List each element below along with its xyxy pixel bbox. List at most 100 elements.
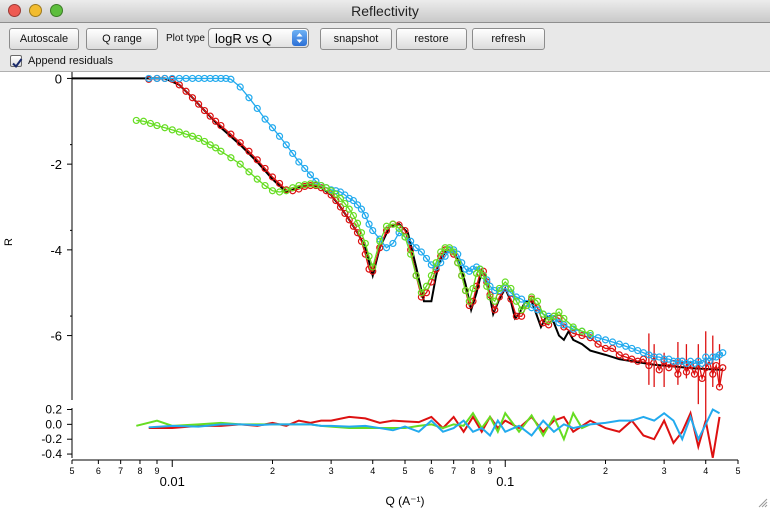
data-point <box>317 184 325 192</box>
x-minor-tick-label: 9 <box>154 466 159 476</box>
data-point <box>507 284 515 293</box>
x-minor-tick-label: 6 <box>429 466 434 476</box>
data-point <box>412 244 420 252</box>
data-point <box>327 191 335 199</box>
data-point <box>217 147 225 155</box>
data-point <box>501 278 509 286</box>
restore-button[interactable]: restore <box>396 28 467 50</box>
data-point <box>306 171 315 179</box>
data-point <box>669 357 678 365</box>
data-point <box>694 357 702 365</box>
y-tick-label: -6 <box>50 329 62 344</box>
data-point <box>217 121 225 130</box>
data-point <box>417 248 425 256</box>
zoom-window-icon[interactable] <box>50 4 63 17</box>
data-point <box>719 349 727 357</box>
data-point <box>472 269 481 278</box>
data-point <box>601 336 610 344</box>
data-point <box>261 115 269 123</box>
plot-type-value: logR vs Q <box>215 31 273 46</box>
y-axis-label: R <box>3 238 15 246</box>
data-point <box>365 252 373 260</box>
data-point <box>660 355 668 363</box>
data-point <box>153 121 161 130</box>
data-point <box>182 87 190 95</box>
data-point <box>401 233 409 241</box>
data-point <box>295 158 303 166</box>
data-point <box>361 239 369 248</box>
data-point <box>195 100 203 108</box>
data-point <box>289 149 297 158</box>
data-point <box>268 124 277 132</box>
data-point <box>465 297 473 305</box>
data-point <box>217 74 225 83</box>
data-point <box>523 299 531 308</box>
data-point <box>175 74 183 83</box>
data-point <box>369 263 377 271</box>
x-axis-label: Q (A⁻¹) <box>386 494 425 508</box>
data-point <box>146 119 155 128</box>
data-point <box>195 134 203 143</box>
append-residuals-checkbox[interactable] <box>10 55 23 69</box>
data-point <box>608 338 617 346</box>
window-title: Reflectivity <box>351 3 419 19</box>
toolbar: Autoscale Q range Plot type logR vs Q sn… <box>0 23 770 72</box>
data-point <box>690 359 699 368</box>
resize-grip-icon[interactable] <box>756 496 768 508</box>
data-point <box>357 229 366 237</box>
reflectivity-plot[interactable]: 0 -2 -4 -6 R 0.20.0-0.2-0.4 5 6 7 8 9 2 3 4 5 6 7 8 9 2 3 4 5… <box>0 72 770 510</box>
data-point <box>261 164 269 173</box>
data-point <box>312 181 320 189</box>
data-point <box>212 117 220 125</box>
x-minor-tick-label: 6 <box>96 466 101 476</box>
data-point <box>674 357 682 365</box>
x-minor-tick-label: 2 <box>603 466 608 476</box>
data-point <box>275 132 284 140</box>
data-point <box>345 194 353 203</box>
x-major-tick-label: 0.1 <box>496 474 514 489</box>
minimize-window-icon[interactable] <box>29 4 42 17</box>
data-point <box>545 321 553 329</box>
data-point <box>628 355 636 363</box>
data-point <box>686 357 695 365</box>
data-point <box>407 237 415 245</box>
data-point <box>268 173 277 181</box>
data-point <box>341 191 349 199</box>
plot-type-select[interactable]: logR vs Q <box>208 28 309 48</box>
data-series-line <box>148 77 724 365</box>
data-point <box>389 220 397 228</box>
data-point <box>206 112 214 120</box>
data-point <box>491 297 499 305</box>
data-point <box>495 284 503 293</box>
residuals-chart: 0.20.0-0.2-0.4 5 6 7 8 9 2 3 4 5 6 7 8 9 2 3 4 5 0.01 0.1 Q … <box>41 402 740 508</box>
data-point <box>709 353 717 361</box>
data-point <box>282 141 290 149</box>
data-point <box>486 293 494 301</box>
x-minor-tick-label: 4 <box>370 466 375 476</box>
snapshot-button[interactable]: snapshot <box>320 28 392 50</box>
refresh-button[interactable]: refresh <box>472 28 545 50</box>
x-minor-tick-label: 7 <box>451 466 456 476</box>
q-range-button[interactable]: Q range <box>86 28 158 50</box>
resid-y-tick-label: -0.4 <box>41 447 62 461</box>
data-point <box>469 265 477 273</box>
up-down-arrows-icon <box>292 30 307 46</box>
data-point <box>353 201 362 209</box>
x-minor-tick-label: 3 <box>662 466 667 476</box>
data-point <box>353 229 362 237</box>
data-point <box>539 310 547 318</box>
data-point <box>161 124 169 132</box>
close-window-icon[interactable] <box>8 4 21 17</box>
data-point <box>369 226 377 235</box>
autoscale-button[interactable]: Autoscale <box>9 28 79 50</box>
data-point <box>236 160 244 168</box>
data-point <box>461 286 470 295</box>
data-point <box>615 351 623 359</box>
data-point <box>182 130 190 138</box>
data-point <box>282 187 290 195</box>
data-point <box>361 211 369 220</box>
title-bar: Reflectivity <box>0 0 770 23</box>
data-point <box>245 168 253 176</box>
x-minor-tick-label: 9 <box>487 466 492 476</box>
data-point <box>690 370 699 378</box>
